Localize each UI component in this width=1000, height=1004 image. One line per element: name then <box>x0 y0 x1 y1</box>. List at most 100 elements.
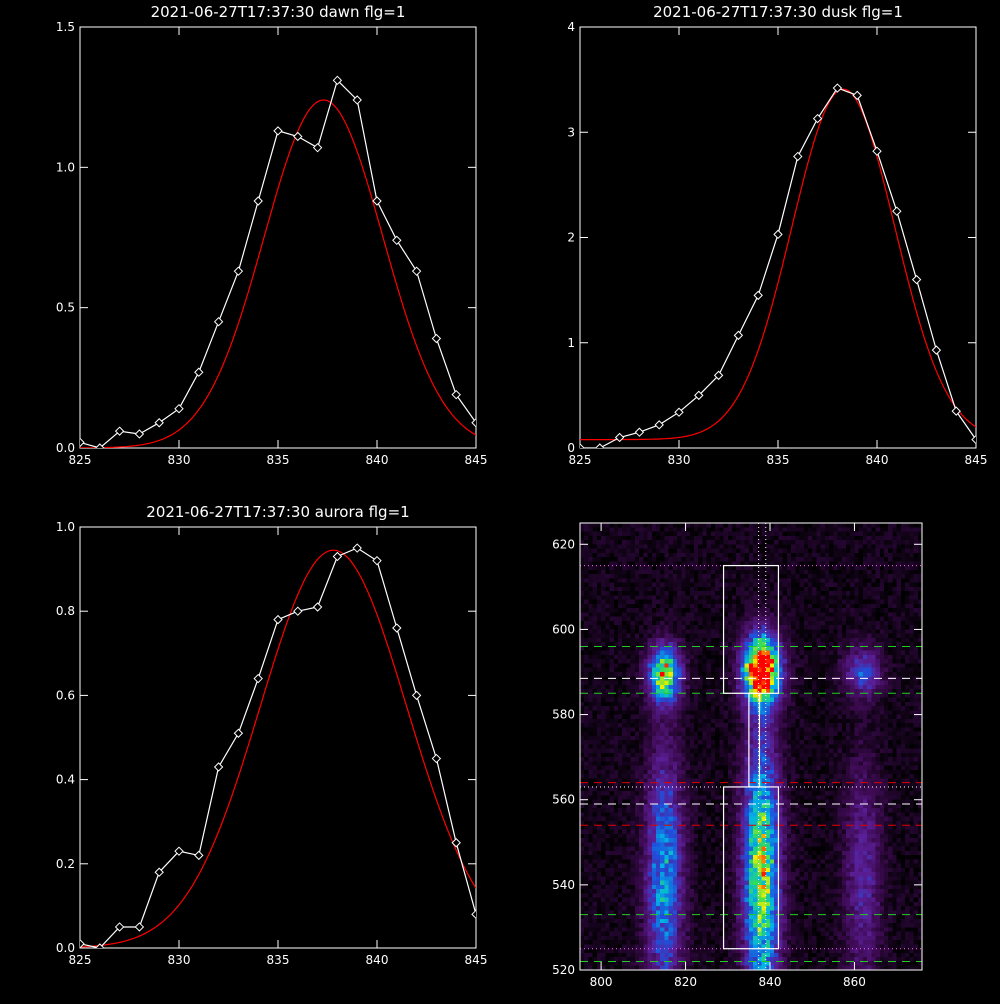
dusk-xtick-label: 830 <box>668 453 691 467</box>
aurora-ytick-label: 0.6 <box>56 688 75 702</box>
map-ytick-label: 620 <box>552 537 575 551</box>
aurora-data-point <box>332 551 343 562</box>
dawn-data-point <box>372 196 382 206</box>
heatmap-canvas <box>580 523 922 970</box>
map-xtick-label: 860 <box>843 975 866 989</box>
dawn-data-point <box>392 235 402 246</box>
dusk-series-group <box>580 83 976 448</box>
dawn-xtick-label: 840 <box>366 453 389 467</box>
map-xtick-label: 820 <box>674 975 697 989</box>
dawn-data-point <box>95 443 105 448</box>
aurora-data-point <box>352 543 362 553</box>
dusk-xtick-label: 845 <box>965 453 988 467</box>
dawn-data-point <box>134 429 145 439</box>
dawn-data-point <box>273 126 283 136</box>
aurora-data-point <box>174 846 184 856</box>
aurora-data-point <box>134 922 145 932</box>
map-ytick-label: 560 <box>552 793 575 807</box>
dawn-fit-curve <box>80 99 476 448</box>
dusk-data-point <box>793 151 803 162</box>
dawn-xtick-label: 835 <box>267 453 290 467</box>
dawn-data-point <box>352 95 362 105</box>
dawn-ytick-label: 1.0 <box>56 160 75 174</box>
dusk-data-point <box>892 206 902 216</box>
aurora-data-point <box>312 602 323 612</box>
aurora-xtick-label: 830 <box>168 953 191 967</box>
dawn-data-point <box>114 426 125 436</box>
dawn-data-point <box>332 75 343 86</box>
map-overlay-group <box>580 523 922 970</box>
dusk-data-point <box>832 83 843 93</box>
aurora-ytick-label: 0.4 <box>56 773 75 787</box>
dusk-xtick-label: 825 <box>569 453 592 467</box>
dawn-xtick-label: 825 <box>69 453 92 467</box>
dusk-ytick-label: 3 <box>567 125 575 139</box>
aurora-ytick-label: 0.2 <box>56 857 75 871</box>
dusk-data-point <box>753 290 763 301</box>
map-xtick-label: 840 <box>759 975 782 989</box>
dawn-xtick-label: 830 <box>168 453 191 467</box>
dawn-ytick-label: 0.5 <box>56 301 75 315</box>
dawn-title: 2021-06-27T17:37:30 dawn flg=1 <box>151 3 406 21</box>
dusk-data-point <box>614 432 625 443</box>
dusk-data-point <box>580 443 585 448</box>
dusk-data-point <box>634 427 645 437</box>
aurora-ytick-label: 0.8 <box>56 604 75 618</box>
dawn-plot: 825 830 835 840 845 0.0 0.5 1.0 1.5 <box>56 20 488 467</box>
dusk-data-point <box>773 229 783 240</box>
dawn-series-group <box>80 75 476 448</box>
aurora-xtick-label: 825 <box>69 953 92 967</box>
heatmap-image <box>580 523 922 970</box>
aurora-fit-curve <box>80 549 476 948</box>
aurora-xtick-label: 840 <box>366 953 389 967</box>
dawn-data-point <box>213 316 224 327</box>
dawn-data-point <box>80 437 85 448</box>
dusk-ytick-label: 1 <box>567 336 575 350</box>
map-ytick-label: 600 <box>552 622 575 636</box>
aurora-data-point <box>431 753 442 764</box>
dusk-plot: 825 830 835 840 845 0 1 2 3 4 <box>567 20 987 467</box>
aurora-data-point <box>273 614 283 625</box>
map-ytick-label: 520 <box>552 963 575 977</box>
dawn-data-point <box>233 266 244 276</box>
dawn-data-point <box>154 418 164 428</box>
aurora-data-point <box>114 922 125 932</box>
dusk-data-point <box>872 146 882 156</box>
aurora-plot: 825 830 835 840 845 0.0 0.2 0.4 0.6 0.8 1.0 <box>56 520 488 967</box>
map-ytick-label: 540 <box>552 878 575 892</box>
dusk-ytick-label: 4 <box>567 20 575 34</box>
dusk-data-point <box>733 330 744 341</box>
map-ytick-label: 580 <box>552 708 575 722</box>
dawn-xtick-label: 845 <box>465 453 488 467</box>
aurora-data-point <box>411 690 422 701</box>
dawn-ytick-label: 1.5 <box>56 20 75 34</box>
dawn-data-point <box>293 131 303 142</box>
aurora-data-point <box>392 623 402 633</box>
map-xtick-label: 800 <box>590 975 613 989</box>
dusk-fit-curve <box>580 88 976 441</box>
dusk-data-point <box>812 113 823 124</box>
aurora-ytick-label: 0.0 <box>56 941 75 955</box>
aurora-series-group <box>80 543 476 948</box>
aurora-data-point <box>471 909 476 920</box>
dusk-data-point <box>595 443 605 448</box>
dusk-data-point <box>951 406 961 416</box>
aurora-data-point <box>154 867 164 877</box>
dusk-xtick-label: 840 <box>866 453 889 467</box>
dusk-data-point <box>654 420 664 430</box>
dusk-data-point <box>713 370 724 381</box>
dawn-data-point <box>471 418 476 428</box>
dawn-data-point <box>194 367 204 377</box>
dawn-data-point <box>411 266 422 276</box>
dusk-xtick-label: 835 <box>767 453 790 467</box>
aurora-data-point <box>233 728 244 738</box>
aurora-xtick-label: 845 <box>465 953 488 967</box>
dusk-data-point <box>694 390 704 401</box>
dawn-data-point <box>174 403 184 414</box>
dusk-ytick-label: 0 <box>567 441 575 455</box>
dusk-data-point <box>971 434 976 445</box>
aurora-data-point <box>194 850 204 861</box>
aurora-data-point <box>213 762 224 772</box>
